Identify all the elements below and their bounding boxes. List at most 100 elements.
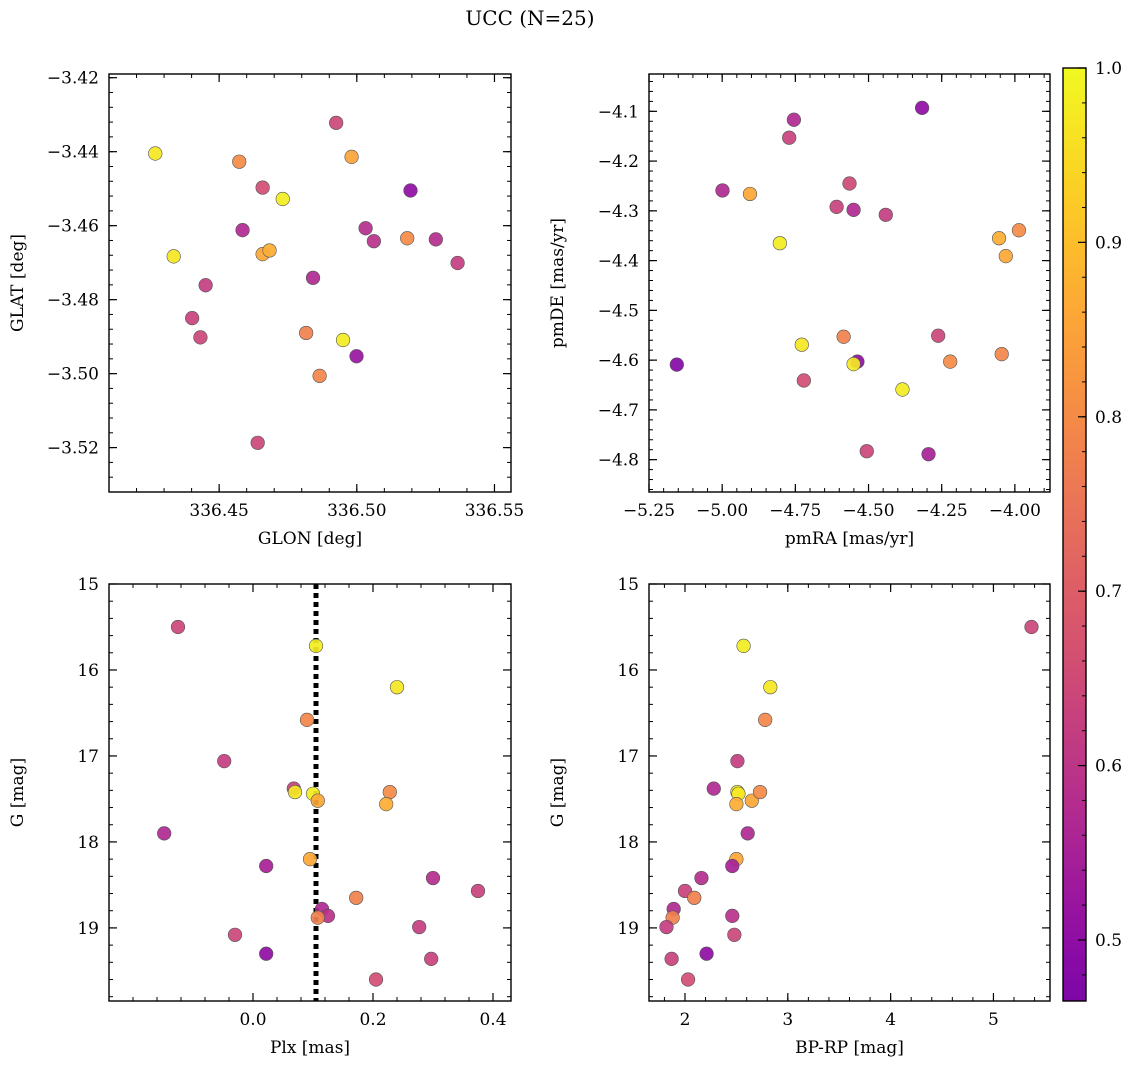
data-point <box>259 946 274 961</box>
data-point <box>250 435 265 450</box>
x-tick-label: −5.00 <box>696 501 748 521</box>
data-point <box>368 972 384 987</box>
data-point <box>846 357 861 372</box>
data-point <box>424 951 439 966</box>
data-point <box>358 221 373 236</box>
data-point <box>400 231 415 246</box>
data-point <box>299 712 315 727</box>
x-axis-label: Plx [mas] <box>270 1038 350 1058</box>
x-tick-label: 336.50 <box>327 501 386 521</box>
data-point <box>730 754 745 769</box>
data-point <box>659 919 674 935</box>
data-point <box>344 149 359 164</box>
x-tick-label: 0.4 <box>479 1010 506 1030</box>
data-point <box>308 638 324 654</box>
data-point <box>729 797 744 812</box>
colorbar-tick-label: 0.9 <box>1095 233 1122 253</box>
x-tick-label: −4.25 <box>916 501 968 521</box>
data-point <box>217 754 232 769</box>
x-tick-label: 336.55 <box>465 501 524 521</box>
data-point <box>349 349 364 364</box>
y-axis-label: pmDE [mas/yr] <box>548 218 568 348</box>
y-tick-label: 17 <box>77 747 99 767</box>
data-point <box>1024 619 1039 635</box>
data-point <box>193 330 208 345</box>
x-axis-label: GLON [deg] <box>258 529 362 549</box>
data-point <box>694 870 709 886</box>
data-point <box>758 712 773 727</box>
data-point <box>148 146 163 161</box>
data-point <box>1011 223 1027 238</box>
data-point <box>752 784 768 800</box>
data-point <box>715 183 730 198</box>
data-point <box>232 154 247 169</box>
data-point <box>786 112 801 127</box>
y-tick-label: −3.44 <box>47 143 99 163</box>
x-tick-label: 4 <box>885 1010 896 1030</box>
y-axis-label: G [mag] <box>548 758 568 827</box>
y-tick-label: −3.42 <box>47 69 99 89</box>
data-point <box>382 784 397 800</box>
colorbar-tick-label: 0.8 <box>1095 408 1122 428</box>
axes-frame <box>648 583 1051 1002</box>
data-point <box>275 191 290 207</box>
data-point <box>895 382 910 397</box>
y-tick-label: 15 <box>617 575 639 595</box>
x-tick-label: −4.00 <box>989 501 1041 521</box>
data-point <box>349 890 364 905</box>
y-tick-label: −4.5 <box>598 301 639 321</box>
data-point <box>921 447 936 462</box>
y-tick-label: 16 <box>77 661 99 681</box>
data-point <box>259 858 274 874</box>
data-point <box>669 357 684 372</box>
data-point <box>335 332 351 348</box>
data-point <box>425 870 441 886</box>
colorbar-tick-label: 0.6 <box>1095 757 1122 777</box>
data-point <box>428 232 443 247</box>
data-point <box>379 797 394 812</box>
y-axis-label: GLAT [deg] <box>8 234 28 332</box>
data-point <box>687 890 702 905</box>
data-point <box>312 368 327 383</box>
x-tick-label: −4.75 <box>769 501 821 521</box>
y-tick-label: 17 <box>617 747 639 767</box>
x-axis-label: pmRA [mas/yr] <box>785 529 914 549</box>
x-tick-label: 0.0 <box>239 1010 266 1030</box>
data-point <box>931 328 946 343</box>
y-tick-label: 19 <box>77 919 99 939</box>
data-point <box>699 946 714 961</box>
data-point <box>664 951 679 966</box>
y-tick-label: −4.6 <box>598 351 639 371</box>
x-tick-label: 0.2 <box>359 1010 386 1030</box>
data-point <box>299 325 314 341</box>
y-tick-label: 16 <box>617 661 639 681</box>
data-point <box>794 337 809 352</box>
data-point <box>706 781 721 796</box>
data-point <box>310 793 325 808</box>
data-point <box>943 354 958 369</box>
axes-frame <box>108 73 512 493</box>
data-point <box>878 207 893 222</box>
colorbar-tick-label: 0.7 <box>1095 582 1122 602</box>
x-tick-label: −5.25 <box>623 501 675 521</box>
data-point <box>994 347 1009 362</box>
data-point <box>170 619 186 635</box>
colorbar-gradient <box>1062 67 1087 1002</box>
data-point <box>470 883 486 899</box>
data-point <box>157 826 172 841</box>
data-point <box>412 919 427 935</box>
y-axis-label: G [mag] <box>8 758 28 827</box>
data-point <box>727 927 742 942</box>
x-tick-label: −4.50 <box>842 501 894 521</box>
data-point <box>450 255 465 271</box>
y-tick-label: −3.52 <box>47 439 99 459</box>
data-point <box>914 100 930 115</box>
data-point <box>829 199 844 214</box>
data-point <box>740 826 755 841</box>
data-point <box>680 972 696 987</box>
data-point <box>742 186 758 202</box>
data-point <box>235 223 250 238</box>
x-tick-label: 5 <box>988 1010 999 1030</box>
data-point <box>389 680 405 695</box>
data-point <box>227 927 243 942</box>
